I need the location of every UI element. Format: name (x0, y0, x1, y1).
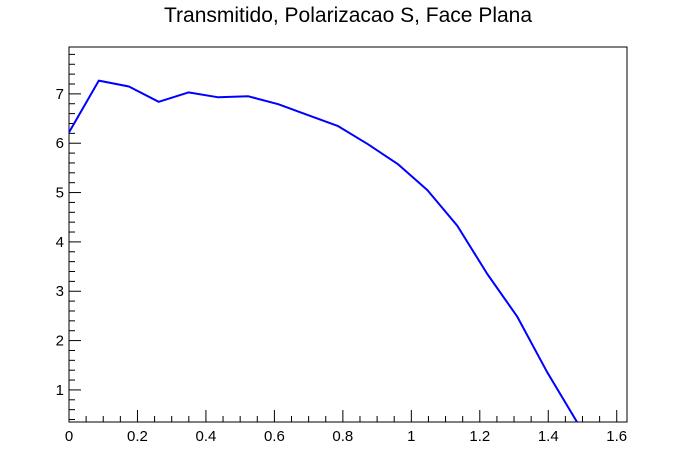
x-tick-label: 1.6 (606, 428, 627, 445)
x-tick-label: 1 (407, 428, 415, 445)
x-tick-label: 1.4 (538, 428, 559, 445)
x-tick-label: 0.4 (196, 428, 217, 445)
y-tick-label: 5 (56, 185, 64, 202)
x-tick-label: 0.2 (127, 428, 148, 445)
x-tick-label: 0.6 (264, 428, 285, 445)
y-tick-label: 3 (56, 283, 64, 300)
x-tick-label: 0.8 (332, 428, 353, 445)
y-tick-label: 6 (56, 135, 64, 152)
y-tick-label: 1 (56, 382, 64, 399)
series-line (68, 79, 578, 423)
x-tick-label: 0 (65, 428, 73, 445)
y-tick-label: 7 (56, 86, 64, 103)
chart-title: Transmitido, Polarizacao S, Face Plana (163, 4, 533, 27)
plot-frame (68, 46, 628, 423)
x-tick-label: 1.2 (469, 428, 490, 445)
y-tick-label: 4 (56, 234, 64, 251)
y-tick-label: 2 (56, 333, 64, 350)
